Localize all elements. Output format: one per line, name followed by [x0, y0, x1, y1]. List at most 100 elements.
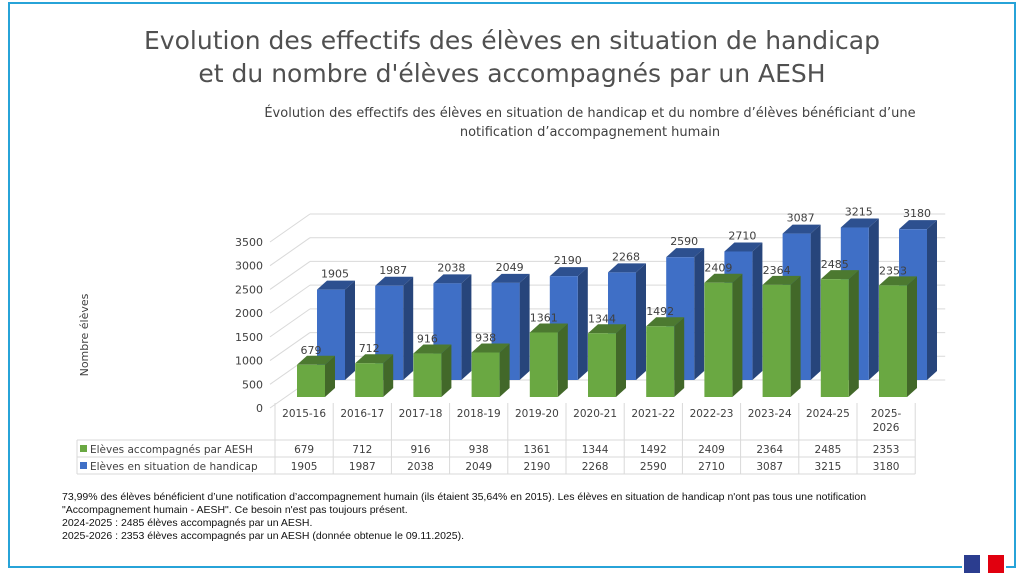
- bar-side: [674, 317, 685, 397]
- y-tick-label: 500: [242, 378, 263, 391]
- table-category-label: 2022-23: [690, 408, 734, 420]
- table-category-label: 2016-17: [340, 408, 384, 420]
- bar-top: [762, 275, 801, 285]
- data-label-aesh: 712: [359, 342, 380, 355]
- y-tick-label: 1500: [235, 331, 263, 344]
- y-tick-label: 0: [256, 402, 263, 415]
- bar-side: [557, 323, 568, 397]
- bar-side: [519, 273, 530, 380]
- bar-top: [899, 220, 937, 230]
- data-label-handicap: 3180: [903, 207, 931, 220]
- flag-blue: [964, 555, 980, 573]
- y-axis-ticks: 0 500 1000 1500 2000 2500 3000 3500: [235, 236, 263, 415]
- table-category-label: 2024-25: [806, 408, 850, 420]
- bar-side: [848, 270, 859, 397]
- bar-side: [790, 275, 801, 397]
- table-category-label: 2019-20: [515, 408, 559, 420]
- bar-aesh: [704, 273, 743, 397]
- slide-title-line1: Evolution des effectifs des élèves en si…: [144, 26, 880, 55]
- bar-aesh: [879, 276, 917, 397]
- bar-side: [325, 355, 335, 397]
- bar-aesh: [297, 355, 335, 397]
- table-cell: 1344: [582, 444, 609, 456]
- table-cell: 3215: [815, 461, 842, 473]
- bar-side: [616, 324, 626, 397]
- bar-front: [879, 285, 907, 397]
- y-tick-label: 2000: [235, 307, 263, 320]
- table-cell: 2353: [873, 444, 900, 456]
- bar-side: [461, 274, 472, 380]
- data-label-handicap: 3215: [845, 206, 873, 219]
- bar-side: [345, 280, 355, 380]
- gridline-side: [269, 284, 311, 314]
- bar-front: [471, 352, 500, 397]
- bar-side: [383, 354, 394, 397]
- bar-aesh: [588, 324, 626, 397]
- bar-aesh: [762, 275, 801, 397]
- bar-top: [549, 267, 588, 277]
- legend-label: Elèves accompagnés par AESH: [90, 444, 253, 456]
- data-label-aesh: 2485: [821, 258, 849, 271]
- data-label-aesh: 938: [475, 332, 496, 345]
- table-category-label: 2018-19: [457, 408, 501, 420]
- bar-top: [879, 276, 917, 286]
- bar-side: [403, 276, 414, 380]
- table-cell: 2485: [815, 444, 842, 456]
- bar-side: [810, 224, 821, 380]
- bar-front: [820, 279, 849, 397]
- bar-side: [441, 344, 452, 397]
- data-label-handicap: 2710: [728, 229, 756, 242]
- bar-top: [317, 280, 355, 290]
- bar-handicap: [491, 273, 530, 380]
- bar-top: [355, 354, 394, 364]
- table-cell: 679: [294, 444, 314, 456]
- bar-top: [588, 324, 626, 334]
- slide-frame: [8, 2, 1016, 568]
- bar-side: [927, 220, 937, 380]
- table-cell: 1987: [349, 461, 376, 473]
- bar-side: [732, 273, 743, 397]
- bar-front: [529, 332, 558, 397]
- table-category-label: 2020-21: [573, 408, 617, 420]
- bar-aesh: [529, 323, 568, 397]
- bar-side: [694, 248, 705, 380]
- data-label-aesh: 1492: [646, 305, 674, 318]
- bar-top: [840, 218, 879, 228]
- data-label-handicap: 3087: [787, 212, 815, 225]
- bar-aesh: [471, 343, 510, 397]
- table-cell: 2268: [582, 461, 609, 473]
- bar-aesh: [820, 270, 859, 397]
- data-labels: 1905 1987 2038 2049 2190 2268 2590 2710 3087 3215…: [301, 206, 932, 357]
- bar-front: [704, 282, 733, 397]
- table-cell: 3180: [873, 461, 900, 473]
- bar-top: [433, 274, 472, 284]
- bar-side: [499, 343, 510, 397]
- table-cell: 1492: [640, 444, 667, 456]
- table-cell: 2710: [698, 461, 725, 473]
- table-cell: 3087: [756, 461, 783, 473]
- data-label-handicap: 2190: [554, 254, 582, 267]
- table-category-label: 2021-22: [631, 408, 675, 420]
- table-cell: 2364: [756, 444, 783, 456]
- bar-top: [297, 355, 335, 365]
- slide-title: Evolution des effectifs des élèves en si…: [0, 24, 1024, 90]
- y-axis-label: Nombre élèves: [78, 293, 91, 376]
- table-cell: 2049: [465, 461, 492, 473]
- y-tick-label: 3000: [235, 260, 263, 273]
- bar-side: [752, 242, 763, 380]
- gridline-side: [269, 237, 311, 267]
- y-tick-label: 3500: [235, 236, 263, 249]
- bar-top: [529, 323, 568, 333]
- flag-white: [980, 555, 988, 573]
- table-cell: 2190: [524, 461, 551, 473]
- bar-top: [608, 263, 646, 273]
- bar-side: [868, 218, 879, 380]
- chart-title-line2: notification d’accompagnement humain: [459, 125, 721, 140]
- data-label-aesh: 679: [301, 344, 322, 357]
- footnote-line4: 2025-2026 : 2353 élèves accompagnés par …: [62, 530, 465, 542]
- data-table: 2015-16 2016-17 2017-18 2018-19 2019-20 2020-…: [76, 403, 916, 475]
- table-cell: 1905: [291, 461, 318, 473]
- bar-aesh: [413, 344, 452, 397]
- chart-title-line1: Évolution des effectifs des élèves en si…: [264, 106, 916, 121]
- data-label-aesh: 2409: [704, 262, 732, 275]
